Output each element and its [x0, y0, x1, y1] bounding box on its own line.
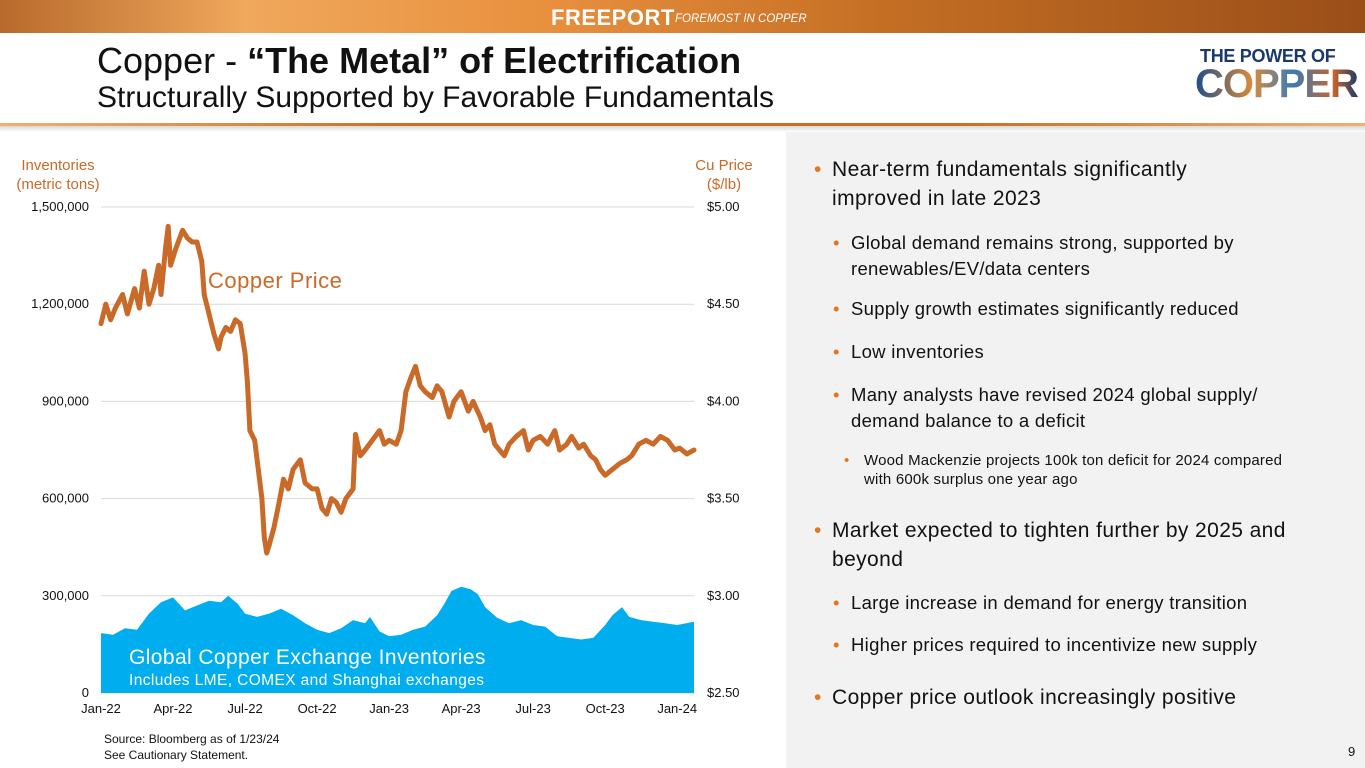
x-tick-label: Jul-22: [227, 701, 262, 716]
x-tick-label: Jan-23: [369, 701, 409, 716]
x-tick-label: Oct-23: [586, 701, 625, 716]
right-axis-label-line2: ($/lb): [707, 176, 741, 193]
x-tick-label: Jul-23: [515, 701, 550, 716]
page-title: Copper - “The Metal” of Electrification: [97, 40, 741, 82]
source-note: Source: Bloomberg as of 1/23/24 See Caut…: [104, 731, 279, 763]
page-subtitle: Structurally Supported by Favorable Fund…: [97, 81, 775, 114]
inventory-label: Global Copper Exchange Inventories: [129, 646, 486, 669]
bullet-analysts-deficit: Many analysts have revised 2024 global s…: [833, 382, 1321, 434]
copper-chart: Inventories (metric tons) Cu Price ($/lb…: [16, 157, 753, 716]
freeport-wordmark: FREEPORT: [551, 5, 675, 30]
right-tick-label: $3.50: [707, 491, 740, 506]
logo-line1: THE POWER OF: [1200, 46, 1336, 66]
copper-price-label: Copper Price: [208, 268, 342, 293]
inventory-area: [101, 586, 694, 693]
right-tick-label: $3.00: [707, 588, 740, 603]
bullet-near-term: Near-term fundamentals significantly imp…: [814, 155, 1272, 213]
page-title-bold: “The Metal” of Electrification: [247, 40, 742, 81]
left-axis-label-line1: Inventories: [21, 157, 94, 174]
bullet-higher-prices: Higher prices required to incentivize ne…: [833, 632, 1321, 658]
inventory-sublabel: Includes LME, COMEX and Shanghai exchang…: [129, 672, 484, 689]
right-axis-ticks: $5.00 $4.50 $4.00 $3.50 $3.00 $2.50: [707, 199, 740, 700]
logo-line2: COPPER: [1195, 62, 1359, 106]
fundamentals-panel: [786, 132, 1365, 768]
page-title-prefix: Copper -: [97, 40, 248, 81]
left-tick-label: 600,000: [42, 491, 89, 506]
left-tick-label: 1,500,000: [31, 199, 89, 214]
cautionary-line: See Cautionary Statement.: [104, 748, 249, 762]
header-banner: FREEPORT FOREMOST IN COPPER: [0, 0, 1365, 33]
left-tick-label: 0: [82, 685, 89, 700]
right-axis-label-line1: Cu Price: [695, 157, 753, 174]
x-tick-label: Jan-24: [657, 701, 697, 716]
bullet-low-inventories: Low inventories: [833, 339, 1301, 365]
bullet-wood-mackenzie: Wood Mackenzie projects 100k ton deficit…: [844, 451, 1304, 489]
x-axis-ticks: Jan-22 Apr-22 Jul-22 Oct-22 Jan-23 Apr-23 Jul-…: [81, 701, 697, 716]
left-tick-label: 300,000: [42, 588, 89, 603]
bullet-market-tighten: Market expected to tighten further by 20…: [814, 516, 1312, 574]
header-tagline: FOREMOST IN COPPER: [675, 13, 807, 25]
right-tick-label: $4.50: [707, 296, 740, 311]
bullet-price-outlook: Copper price outlook increasingly positi…: [814, 683, 1332, 712]
source-line: Source: Bloomberg as of 1/23/24: [104, 732, 280, 746]
x-tick-label: Oct-22: [298, 701, 337, 716]
left-tick-label: 1,200,000: [31, 296, 89, 311]
inventory-area-group: [101, 586, 694, 693]
page-number: 9: [1348, 744, 1356, 759]
bullet-energy-transition: Large increase in demand for energy tran…: [833, 590, 1321, 616]
chart-gridlines: [101, 206, 694, 694]
right-tick-label: $4.00: [707, 393, 740, 408]
divider-shadow: [0, 126, 1365, 132]
x-tick-label: Apr-22: [154, 701, 193, 716]
left-tick-label: 900,000: [42, 393, 89, 408]
right-tick-label: $2.50: [707, 685, 740, 700]
left-axis-label-line2: (metric tons): [16, 176, 99, 193]
bullet-demand: Global demand remains strong, supported …: [833, 230, 1301, 282]
x-tick-label: Apr-23: [442, 701, 481, 716]
x-tick-label: Jan-22: [81, 701, 121, 716]
title-divider: [0, 123, 1365, 126]
power-of-copper-logo: THE POWER OF COPPER: [1195, 46, 1359, 108]
left-axis-ticks: 1,500,000 1,200,000 900,000 600,000 300,000 0: [31, 199, 89, 700]
price-line-group: [98, 223, 697, 556]
right-tick-label: $5.00: [707, 199, 740, 214]
bullet-supply-growth: Supply growth estimates significantly re…: [833, 296, 1321, 322]
copper-price-line: [98, 223, 697, 556]
